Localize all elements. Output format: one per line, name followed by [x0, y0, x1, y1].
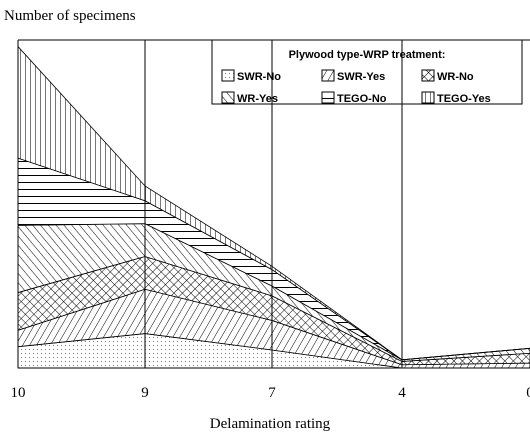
x-tick-label: 10: [11, 385, 26, 401]
area: [17, 45, 530, 361]
legend-swatch: [321, 69, 335, 82]
legend-swatch: [421, 69, 435, 82]
legend-label: WR-Yes: [237, 93, 278, 105]
legend-swatch: [221, 69, 235, 82]
legend-box: [211, 39, 523, 105]
legend-swatch: [221, 91, 235, 104]
x-tick-label: 7: [268, 385, 276, 401]
legend-swatch: [321, 91, 335, 104]
legend-label: SWR-Yes: [337, 71, 385, 83]
legend-label: TEGO-Yes: [437, 93, 491, 105]
legend-title: Plywood type-WRP treatment:: [289, 49, 446, 61]
legend-label: SWR-No: [237, 71, 281, 83]
legend-swatch: [421, 91, 435, 104]
x-tick-label: 9: [141, 385, 149, 401]
x-tick-label: 0: [526, 385, 530, 401]
x-tick-label: 4: [398, 385, 406, 401]
legend: Plywood type-WRP treatment: SWR-No SWR-Ye…: [211, 39, 523, 105]
y-axis-label: Number of specimens: [4, 8, 136, 24]
x-axis-label: Delamination rating: [210, 416, 331, 432]
legend-label: TEGO-No: [337, 93, 387, 105]
legend-label: WR-No: [437, 71, 474, 83]
